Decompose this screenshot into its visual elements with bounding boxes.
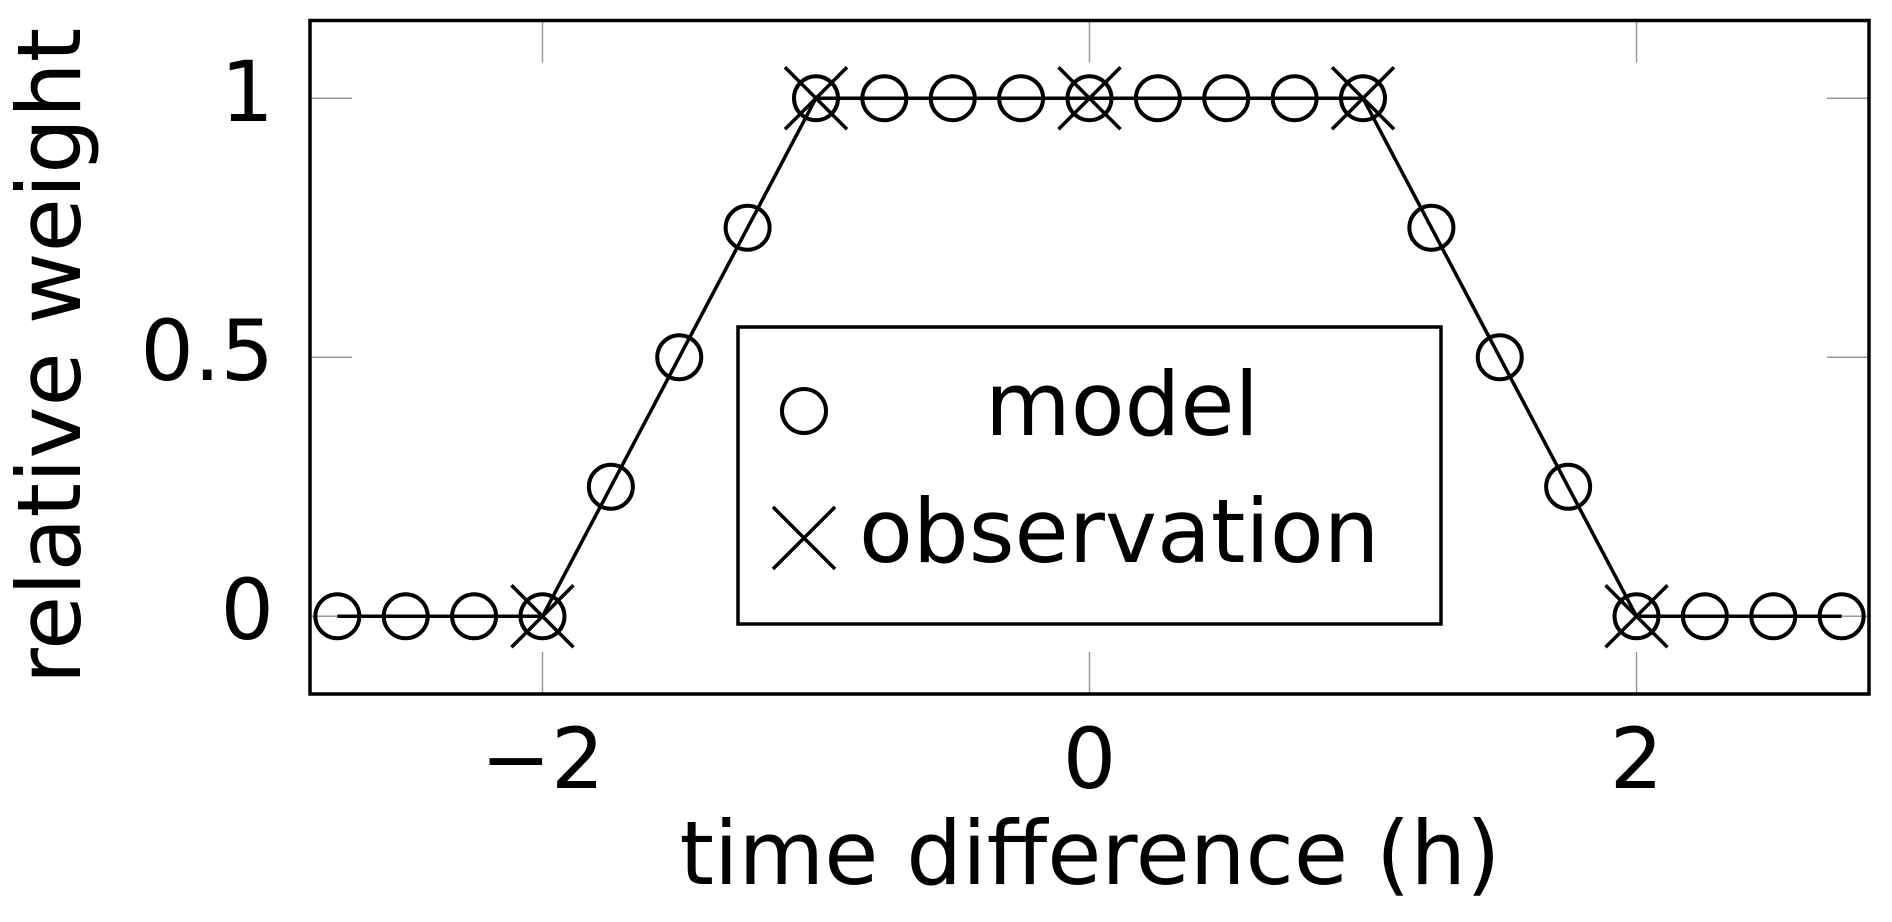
marker (1330, 65, 1396, 131)
marker (860, 74, 909, 123)
x-tick-label: −2 (481, 710, 605, 808)
marker (381, 592, 430, 641)
marker (1407, 203, 1456, 252)
marker (783, 65, 849, 131)
x-tick-label: 2 (1610, 710, 1663, 808)
marker (1604, 584, 1669, 649)
x-tick-label: 0 (1063, 710, 1116, 808)
marker (780, 387, 828, 435)
y-tick-label: 0.5 (140, 302, 274, 400)
marker (1202, 74, 1251, 123)
legend-box (736, 325, 1443, 626)
y-tick-label: 0 (221, 561, 274, 659)
marker (1270, 74, 1319, 123)
y-axis-label: relative weight (0, 28, 101, 685)
legend-label: model (985, 353, 1259, 456)
marker (510, 584, 575, 649)
marker (1544, 462, 1593, 511)
legend-label: observation (859, 480, 1379, 583)
marker (771, 505, 837, 571)
marker (1057, 65, 1122, 131)
marker (1065, 74, 1114, 123)
marker (1612, 592, 1661, 641)
marker (1475, 333, 1524, 382)
marker (791, 74, 840, 123)
marker (450, 592, 499, 641)
marker (655, 333, 704, 382)
marker (997, 74, 1046, 123)
y-tick-label: 1 (221, 43, 274, 141)
marker (586, 462, 635, 511)
marker (1680, 592, 1729, 641)
marker (1749, 592, 1798, 641)
plot-frame (308, 18, 1871, 696)
marker (313, 592, 362, 641)
x-axis-label: time difference (h) (680, 802, 1501, 905)
marker (518, 592, 567, 641)
marker (928, 74, 977, 123)
marker (1817, 592, 1866, 641)
marker (1339, 74, 1388, 123)
marker (1133, 74, 1182, 123)
marker (723, 203, 772, 252)
